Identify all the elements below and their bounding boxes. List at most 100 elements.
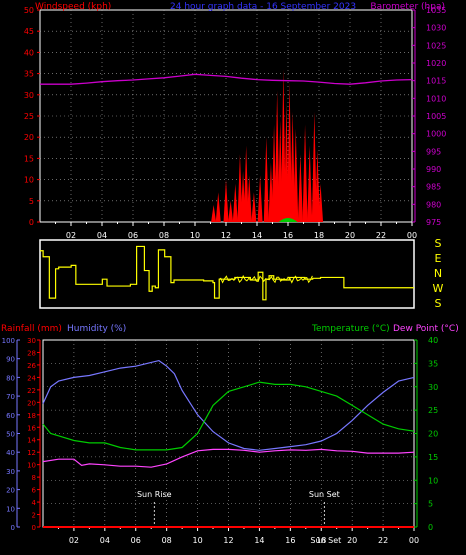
x-tick-label: 04 <box>97 231 107 240</box>
x-tick-label: 14 <box>254 536 264 545</box>
temp-tick-label: 30 <box>428 383 438 392</box>
y2-axis-title: Barometer (hpa) <box>370 2 445 12</box>
x-tick-label: 08 <box>159 231 169 240</box>
rain-tick-label: 8 <box>32 474 36 482</box>
sun-set-axis-label: Sun Set <box>310 536 341 545</box>
humidity-tick-label: 20 <box>6 487 15 495</box>
x-tick-label: 12 <box>221 231 231 240</box>
chart-title: 24 hour graph data - 16 September 2023 <box>170 2 356 12</box>
windspeed-bar <box>302 124 308 222</box>
x-tick-label: 18 <box>314 231 324 240</box>
rain-tick-label: 16 <box>27 424 36 432</box>
humidity-tick-label: 0 <box>11 524 15 532</box>
y-tick-label: 0 <box>29 218 34 227</box>
rain-tick-label: 28 <box>27 349 36 357</box>
rain-tick-label: 6 <box>32 487 37 495</box>
windspeed-bar <box>215 192 221 222</box>
humidity-tick-label: 100 <box>2 337 15 345</box>
direction-label: E <box>435 252 442 265</box>
rain-tick-label: 22 <box>27 387 36 395</box>
rain-tick-label: 24 <box>27 374 36 382</box>
windspeed-bar <box>228 200 234 222</box>
y-tick-label: 50 <box>24 6 34 15</box>
windspeed-bar <box>314 149 320 222</box>
temp-tick-label: 10 <box>428 476 438 485</box>
temp-tick-label: 15 <box>428 453 438 462</box>
y2-tick-label: 995 <box>426 147 441 156</box>
y2-tick-label: 1035 <box>426 6 446 15</box>
windspeed-bar <box>311 111 317 222</box>
x-tick-label: 22 <box>376 231 386 240</box>
direction-label: S <box>435 297 442 310</box>
x-tick-label: 08 <box>162 536 172 545</box>
windspeed-bar <box>318 183 324 222</box>
windspeed-bar <box>251 192 257 222</box>
x-tick-label: 00 <box>409 536 419 545</box>
x-tick-label: 20 <box>347 536 357 545</box>
direction-label: N <box>434 267 442 280</box>
windspeed-bar <box>257 175 263 222</box>
windspeed-bar <box>211 205 217 222</box>
y2-tick-label: 1005 <box>426 112 446 121</box>
rain-tick-label: 10 <box>27 462 36 470</box>
rain-tick-label: 4 <box>32 499 37 507</box>
temp-axis-title: Temperature (°C) <box>311 324 390 334</box>
temp-tick-label: 25 <box>428 406 438 415</box>
humidity-axis-title: Humidity (%) <box>67 324 126 334</box>
windspeed-bar <box>297 154 303 222</box>
x-tick-label: 10 <box>190 231 200 240</box>
windspeed-bar <box>263 137 269 222</box>
windspeed-bar <box>307 145 313 222</box>
x-tick-label: 12 <box>223 536 233 545</box>
temperature-line <box>42 381 415 451</box>
y-tick-label: 30 <box>24 91 34 100</box>
windspeed-bar <box>232 183 238 222</box>
x-tick-label: 06 <box>128 231 138 240</box>
sun-label: Sun Set <box>309 490 340 499</box>
rain-tick-label: 0 <box>32 524 36 532</box>
direction-label: S <box>435 237 442 250</box>
humidity-tick-label: 80 <box>6 374 15 382</box>
dewpoint-axis-title: Dew Point (°C) <box>393 324 459 334</box>
windspeed-bar <box>237 154 243 222</box>
temp-tick-label: 40 <box>428 336 438 345</box>
x-tick-label: 00 <box>407 231 417 240</box>
x-tick-label: 22 <box>378 536 388 545</box>
rain-axis-title: Rainfall (mm) <box>1 324 62 334</box>
y-tick-label: 5 <box>29 197 34 206</box>
humidity-tick-label: 40 <box>6 449 15 457</box>
rain-tick-label: 12 <box>27 449 36 457</box>
humidity-tick-label: 10 <box>6 505 15 513</box>
x-tick-label: 20 <box>345 231 355 240</box>
rain-tick-label: 20 <box>27 399 36 407</box>
windspeed-bar <box>223 179 229 222</box>
humidity-tick-label: 60 <box>6 412 15 420</box>
temp-tick-label: 35 <box>428 359 438 368</box>
direction-frame <box>39 239 415 309</box>
x-tick-label: 18 <box>316 536 326 545</box>
humidity-tick-label: 50 <box>6 431 15 439</box>
y2-tick-label: 975 <box>426 218 441 227</box>
gust-mark <box>278 218 298 222</box>
windspeed-bar <box>290 111 296 222</box>
humidity-tick-label: 70 <box>6 393 15 401</box>
barometer-line <box>40 73 413 85</box>
y2-tick-label: 1000 <box>426 130 446 139</box>
temp-humidity-chart: 02 04 06 08 10 12 14 16 18 20 22 000102030405060708… <box>1 324 459 545</box>
y-tick-label: 20 <box>24 133 34 142</box>
temp-tick-label: 20 <box>428 430 438 439</box>
y2-tick-label: 1020 <box>426 59 446 68</box>
y-tick-label: 15 <box>24 154 34 163</box>
y2-tick-label: 1025 <box>426 41 446 50</box>
x-tick-label: 16 <box>285 536 295 545</box>
x-tick-label: 04 <box>100 536 110 545</box>
windspeed-bar <box>246 175 252 222</box>
rain-tick-label: 14 <box>27 437 36 445</box>
y2-tick-label: 980 <box>426 200 441 209</box>
y2-tick-label: 1010 <box>426 94 446 103</box>
dewpoint-line <box>42 448 415 468</box>
y-axis-title: Windspeed (kph) <box>35 2 111 12</box>
direction-label: W <box>433 282 444 295</box>
y-tick-label: 35 <box>24 70 34 79</box>
windspeed-bar <box>287 82 293 222</box>
